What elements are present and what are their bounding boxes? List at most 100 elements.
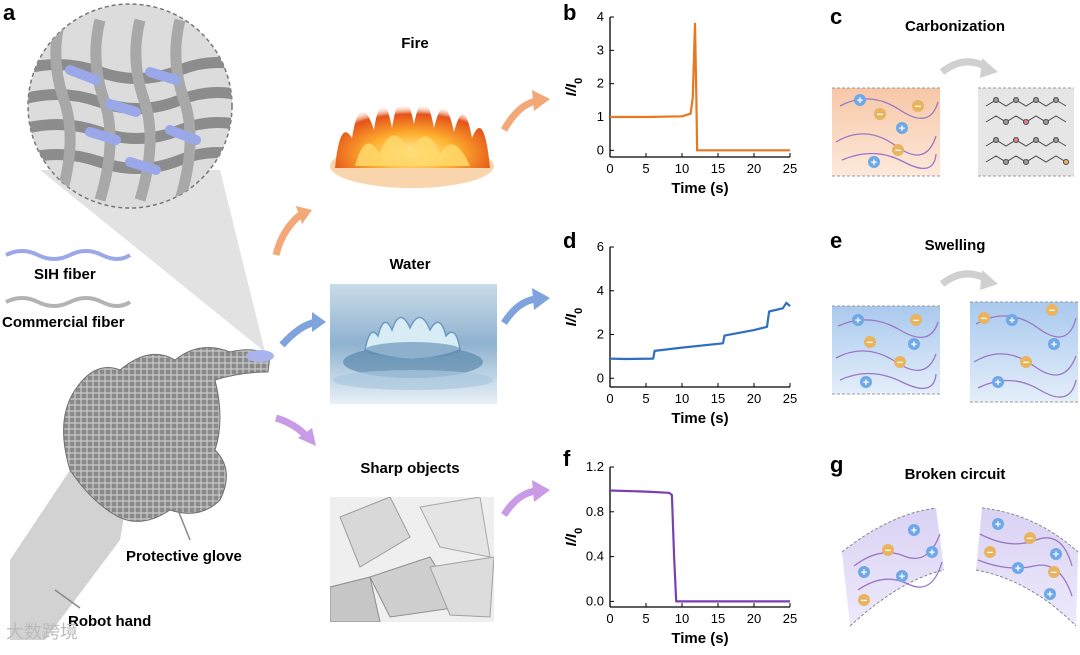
svg-text:+: + [1047,589,1053,601]
x-tick-label: 5 [642,161,649,176]
svg-text:+: + [1015,563,1021,575]
x-tick-label: 0 [606,611,613,626]
x-axis-label: Time (s) [671,410,728,427]
x-tick-label: 10 [675,611,689,626]
svg-text:+: + [1053,549,1059,561]
svg-text:−: − [981,313,987,325]
y-tick-label: 2 [597,76,604,91]
x-tick-label: 5 [642,611,649,626]
sih-fiber-label: SIH fiber [34,266,96,283]
svg-text:+: + [1009,315,1015,327]
water-branch-arrow [282,322,316,345]
x-tick-label: 5 [642,391,649,406]
svg-text:+: + [863,377,869,389]
x-tick-label: 15 [711,611,725,626]
svg-text:+: + [911,339,917,351]
water-image [330,284,497,404]
x-tick-label: 25 [783,161,797,176]
swelling-title: Swelling [900,237,1010,254]
sharp-objects-title: Sharp objects [335,460,485,477]
before-box [832,88,940,176]
svg-text:−: − [885,545,891,557]
series-line-fire [610,24,790,151]
svg-text:−: − [877,109,883,121]
svg-text:−: − [1023,357,1029,369]
x-tick-label: 20 [747,161,761,176]
x-tick-label: 0 [606,161,613,176]
svg-text:−: − [987,547,993,559]
chart-fire-current: 0 5 10 15 20 25 0 1 2 3 4 Time (s) I/I0 [560,5,800,205]
panel-letter-g: g [830,452,843,478]
x-tick-label: 15 [711,161,725,176]
x-axis-label: Time (s) [671,630,728,647]
watermark: 大数跨境 [6,618,78,644]
svg-text:−: − [897,357,903,369]
y-tick-label: 3 [597,42,604,57]
panel-letter-c: c [830,4,842,30]
svg-text:+: + [995,519,1001,531]
protective-glove [64,348,270,522]
x-tick-label: 10 [675,391,689,406]
y-tick-label: 0.0 [586,593,604,608]
x-tick-label: 15 [711,391,725,406]
y-tick-label: 0.4 [586,549,604,564]
svg-text:+: + [899,123,905,135]
sih-fiber-swatch [6,251,130,259]
svg-text:−: − [1051,567,1057,579]
protective-glove-label: Protective glove [126,548,242,565]
svg-text:+: + [995,377,1001,389]
x-tick-label: 0 [606,391,613,406]
chart-water-current: 0 5 10 15 20 25 0 2 4 6 Time (s) I/I0 [560,235,800,435]
y-tick-label: 6 [597,239,604,254]
svg-text:+: + [871,157,877,169]
x-axis-label: Time (s) [671,180,728,197]
chart-sharp-current: 0 5 10 15 20 25 0.0 0.4 0.8 1.2 Time (s) I/I0 [560,455,800,655]
x-tick-label: 25 [783,611,797,626]
panel-letter-e: e [830,228,842,254]
svg-text:+: + [929,547,935,559]
svg-text:−: − [1049,305,1055,317]
svg-text:−: − [915,101,921,113]
commercial-fiber-label: Commercial fiber [2,314,125,331]
y-tick-label: 1.2 [586,459,604,474]
fire-branch-arrow [276,215,300,255]
water-title: Water [365,256,455,273]
glove-pointer [178,510,190,540]
x-tick-label: 10 [675,161,689,176]
svg-text:+: + [1051,339,1057,351]
x-tick-label: 20 [747,391,761,406]
scenario-to-chart-arrows [496,85,556,525]
sharp-objects-image [330,497,494,622]
svg-text:+: + [857,95,863,107]
left-fragment [842,508,944,626]
series-line-sharp-objects [610,491,790,602]
x-tick-label: 20 [747,611,761,626]
svg-text:+: + [911,525,917,537]
fire-image [330,58,495,193]
y-tick-label: 4 [597,283,604,298]
robot-hand-label: Robot hand [68,613,151,630]
svg-text:−: − [1027,533,1033,545]
svg-text:−: − [861,595,867,607]
carbonization-diagram: + + + − − − [830,50,1080,185]
before-box [832,306,940,394]
svg-text:+: + [855,315,861,327]
svg-text:+: + [861,567,867,579]
svg-text:−: − [867,337,873,349]
broken-circuit-title: Broken circuit [880,466,1030,483]
y-axis-label: I/I0 [563,308,585,327]
svg-text:−: − [913,315,919,327]
y-axis-label: I/I0 [563,78,585,97]
broken-circuit-diagram: + + + + − − + + + + − − − [840,500,1080,630]
svg-text:−: − [895,145,901,157]
y-tick-label: 4 [597,9,604,24]
y-tick-label: 2 [597,327,604,342]
commercial-fiber-swatch [6,298,130,306]
carbonization-title: Carbonization [890,18,1020,35]
y-axis-label: I/I0 [563,528,585,547]
y-tick-label: 0 [597,142,604,157]
y-tick-label: 0.8 [586,504,604,519]
y-tick-label: 1 [597,109,604,124]
x-tick-label: 25 [783,391,797,406]
swelling-diagram: + + + − − − + + + − − − [830,262,1080,407]
